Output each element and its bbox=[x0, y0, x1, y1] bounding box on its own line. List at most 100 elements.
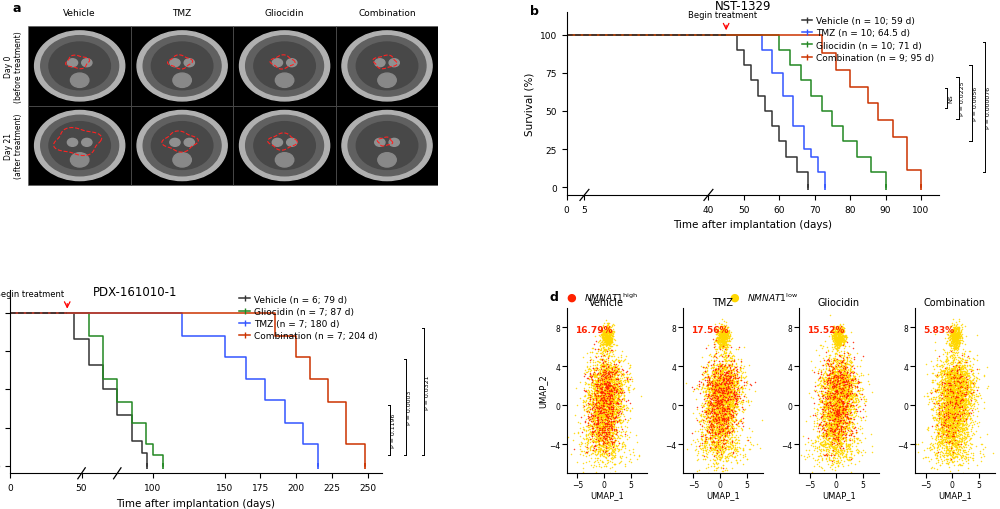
Point bbox=[589, 383, 605, 391]
Point bbox=[713, 385, 729, 393]
Point bbox=[720, 331, 736, 339]
Point bbox=[724, 385, 740, 393]
Point bbox=[815, 406, 831, 414]
Point bbox=[598, 335, 614, 343]
Point bbox=[820, 429, 836, 437]
Point bbox=[597, 333, 613, 341]
Point bbox=[928, 393, 944, 402]
Point bbox=[729, 439, 745, 447]
Point bbox=[614, 389, 630, 397]
Point bbox=[715, 447, 731, 455]
Point bbox=[827, 376, 843, 384]
Point bbox=[821, 398, 837, 406]
Point bbox=[708, 368, 724, 376]
Point bbox=[831, 418, 847, 427]
Point bbox=[711, 398, 727, 406]
Point bbox=[590, 399, 606, 407]
Point bbox=[710, 398, 726, 406]
Point bbox=[603, 330, 619, 338]
Point bbox=[597, 357, 613, 365]
Point bbox=[952, 389, 968, 398]
Point bbox=[719, 363, 735, 372]
Point bbox=[709, 401, 725, 409]
Point bbox=[830, 380, 846, 388]
Circle shape bbox=[143, 37, 221, 97]
Point bbox=[941, 342, 957, 350]
Point bbox=[847, 374, 863, 382]
Point bbox=[589, 437, 605, 445]
Point bbox=[949, 394, 965, 403]
Point bbox=[708, 389, 724, 398]
Point bbox=[710, 328, 726, 336]
Point bbox=[943, 365, 959, 373]
Point bbox=[705, 407, 721, 415]
Point bbox=[832, 413, 848, 421]
Point bbox=[705, 402, 721, 410]
Point bbox=[937, 416, 953, 425]
Point bbox=[722, 406, 738, 414]
Point bbox=[725, 394, 741, 402]
Point bbox=[958, 421, 974, 430]
Point bbox=[710, 396, 726, 404]
Point bbox=[961, 388, 977, 396]
Point bbox=[711, 342, 727, 350]
Point bbox=[719, 363, 735, 371]
Point bbox=[827, 367, 843, 376]
Point bbox=[716, 396, 732, 404]
Point bbox=[713, 373, 729, 381]
Point bbox=[817, 388, 833, 396]
Point bbox=[817, 408, 833, 416]
Point bbox=[842, 375, 858, 383]
Point bbox=[825, 367, 841, 375]
Point bbox=[594, 377, 610, 385]
Point bbox=[586, 390, 602, 398]
Point bbox=[596, 326, 612, 334]
Point bbox=[952, 371, 968, 379]
Point bbox=[598, 341, 614, 349]
Point bbox=[712, 443, 728, 451]
Point bbox=[951, 331, 967, 339]
Point bbox=[836, 370, 852, 378]
Point bbox=[720, 402, 736, 410]
Point bbox=[725, 411, 741, 419]
Point bbox=[828, 330, 844, 338]
Circle shape bbox=[137, 32, 227, 102]
Point bbox=[815, 394, 831, 403]
Point bbox=[702, 350, 718, 358]
Point bbox=[604, 389, 620, 398]
Point bbox=[720, 396, 736, 404]
Point bbox=[939, 398, 955, 406]
Point bbox=[845, 402, 861, 410]
Point bbox=[936, 371, 952, 379]
Point bbox=[939, 422, 955, 430]
Point bbox=[836, 408, 852, 416]
Point bbox=[596, 367, 612, 376]
Point bbox=[598, 391, 614, 400]
Point bbox=[956, 405, 972, 413]
Point bbox=[829, 383, 845, 391]
Point bbox=[581, 388, 597, 397]
Point bbox=[847, 398, 863, 406]
Point bbox=[814, 389, 830, 397]
Point bbox=[836, 348, 852, 356]
Point bbox=[703, 422, 719, 430]
Point bbox=[928, 386, 944, 394]
Point bbox=[593, 382, 609, 390]
Point bbox=[711, 341, 727, 349]
Point bbox=[608, 411, 624, 419]
Point bbox=[587, 366, 603, 375]
Point bbox=[953, 395, 969, 404]
Point bbox=[930, 403, 946, 411]
Point bbox=[950, 377, 966, 385]
Point bbox=[833, 334, 849, 343]
Point bbox=[587, 372, 603, 380]
Point bbox=[719, 437, 735, 445]
Point bbox=[955, 424, 971, 432]
Point bbox=[843, 369, 859, 377]
Point bbox=[604, 435, 620, 443]
Point bbox=[939, 379, 955, 387]
Point bbox=[603, 423, 619, 431]
Point bbox=[836, 337, 852, 345]
Point bbox=[940, 424, 956, 432]
Point bbox=[941, 429, 957, 437]
